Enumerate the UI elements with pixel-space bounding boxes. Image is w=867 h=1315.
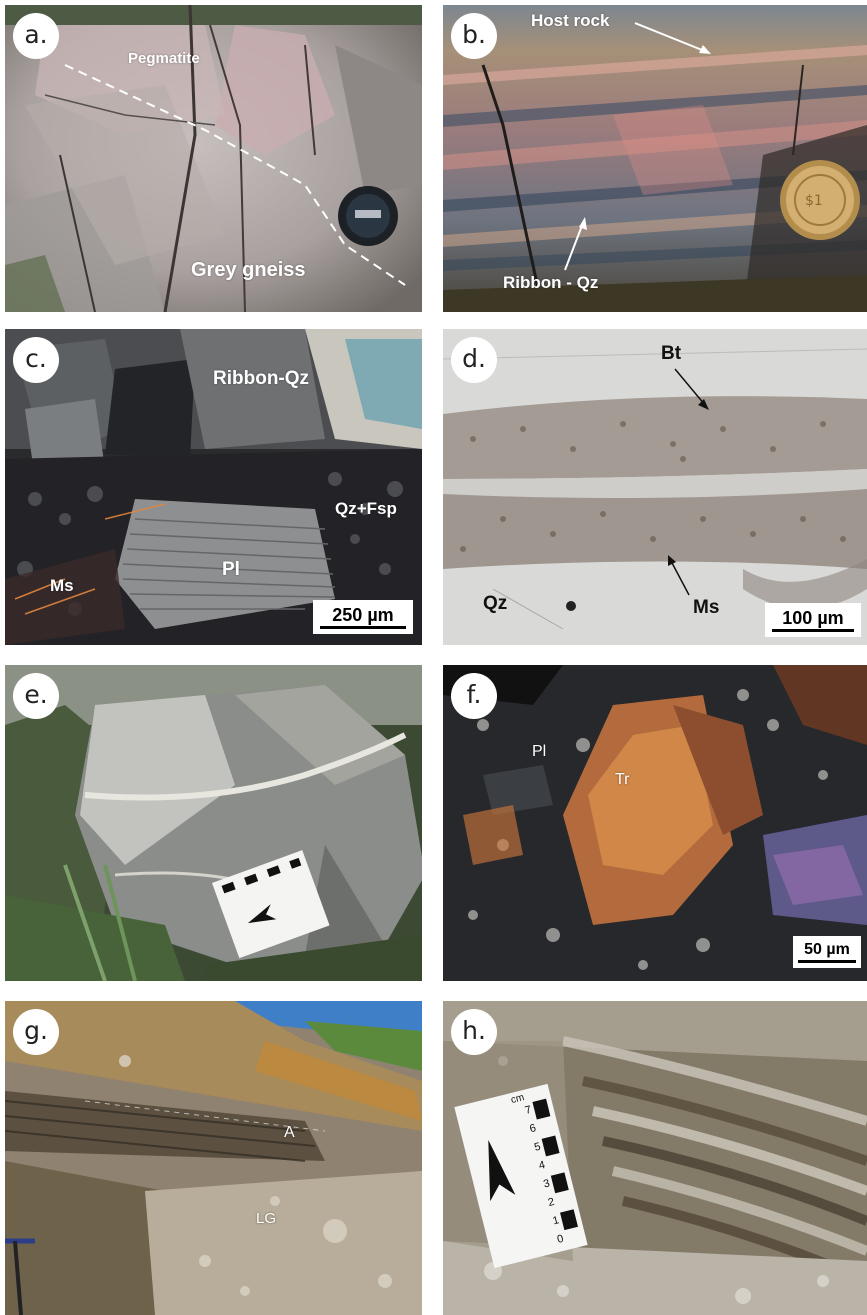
scale-bar-text: 100 µm bbox=[782, 607, 844, 628]
pl-label: Pl bbox=[222, 559, 240, 580]
scale-bar-line bbox=[771, 628, 855, 632]
host-rock-arrow-icon bbox=[634, 22, 711, 54]
scale-bar: 100 µm bbox=[765, 603, 861, 637]
svg-text:$1: $1 bbox=[805, 193, 823, 209]
crossed-polars-micrograph-image bbox=[5, 329, 422, 645]
panel-g-outcrop-photo: g. A LG bbox=[5, 1001, 422, 1315]
panel-d-micrograph: d. Bt Qz Ms 100 µm bbox=[443, 329, 867, 645]
scale-card-icon bbox=[212, 850, 330, 959]
ribbon-qz-outcrop-image: $1 bbox=[443, 5, 867, 312]
scale-bar-text: 50 µm bbox=[804, 940, 850, 958]
scale-bar: 50 µm bbox=[793, 936, 861, 968]
ms-label: Ms bbox=[693, 597, 720, 618]
ribbon-qz-label: Ribbon - Qz bbox=[503, 273, 599, 292]
bt-label: Bt bbox=[661, 343, 682, 364]
lg-label: LG bbox=[256, 1210, 277, 1227]
panel-e-letter: e. bbox=[13, 673, 59, 719]
panel-h-outcrop-photo: h. cm 7 6 5 4 3 2 1 0 bbox=[443, 1001, 867, 1315]
panel-e-boulder-photo: e. bbox=[5, 665, 422, 981]
tr-label: Tr bbox=[615, 771, 630, 788]
tremolite-micrograph-image bbox=[443, 665, 867, 981]
panel-b-outcrop-photo: $1 b. Host rock Ribbon - Qz bbox=[443, 5, 867, 312]
a-label: A bbox=[284, 1124, 295, 1141]
scale-bar-line bbox=[797, 959, 857, 963]
pegmatite-label: Pegmatite bbox=[128, 50, 200, 67]
panel-d-letter: d. bbox=[451, 337, 497, 383]
panel-b-letter: b. bbox=[451, 13, 497, 59]
ms-label: Ms bbox=[50, 576, 74, 595]
north-arrow-icon bbox=[488, 1139, 516, 1202]
host-rock-label: Host rock bbox=[531, 11, 610, 30]
ribbon-qz-arrow-icon bbox=[564, 217, 587, 271]
panel-h-letter: h. bbox=[451, 1009, 497, 1055]
pointer-arrows-icon bbox=[668, 368, 709, 596]
pl-label: Pl bbox=[532, 743, 547, 760]
panel-a-letter: a. bbox=[13, 13, 59, 59]
plane-polarized-micrograph-image bbox=[443, 329, 867, 645]
panel-g-letter: g. bbox=[13, 1009, 59, 1055]
scale-bar-line bbox=[320, 625, 406, 629]
grey-gneiss-label: Grey gneiss bbox=[191, 259, 306, 281]
scale-bar: 250 µm bbox=[313, 600, 413, 634]
scale-card: cm 7 6 5 4 3 2 1 0 bbox=[454, 1083, 588, 1269]
qz-label: Qz bbox=[483, 593, 508, 614]
qz-fsp-label: Qz+Fsp bbox=[335, 499, 397, 518]
ribbon-qz-label: Ribbon-Qz bbox=[213, 368, 310, 389]
scale-bar-text: 250 µm bbox=[332, 604, 394, 625]
panel-a-outcrop-photo: a. Pegmatite Grey gneiss bbox=[5, 5, 422, 312]
panel-f-letter: f. bbox=[451, 673, 497, 719]
hillside-outcrop-image bbox=[5, 1001, 422, 1315]
panel-c-micrograph: c. Ribbon-Qz Qz+Fsp Pl Ms 250 µm bbox=[5, 329, 422, 645]
outcrop-image bbox=[5, 5, 422, 312]
panel-f-micrograph: f. Pl Tr 50 µm bbox=[443, 665, 867, 981]
boulder-image bbox=[5, 665, 422, 981]
panel-c-letter: c. bbox=[13, 337, 59, 383]
